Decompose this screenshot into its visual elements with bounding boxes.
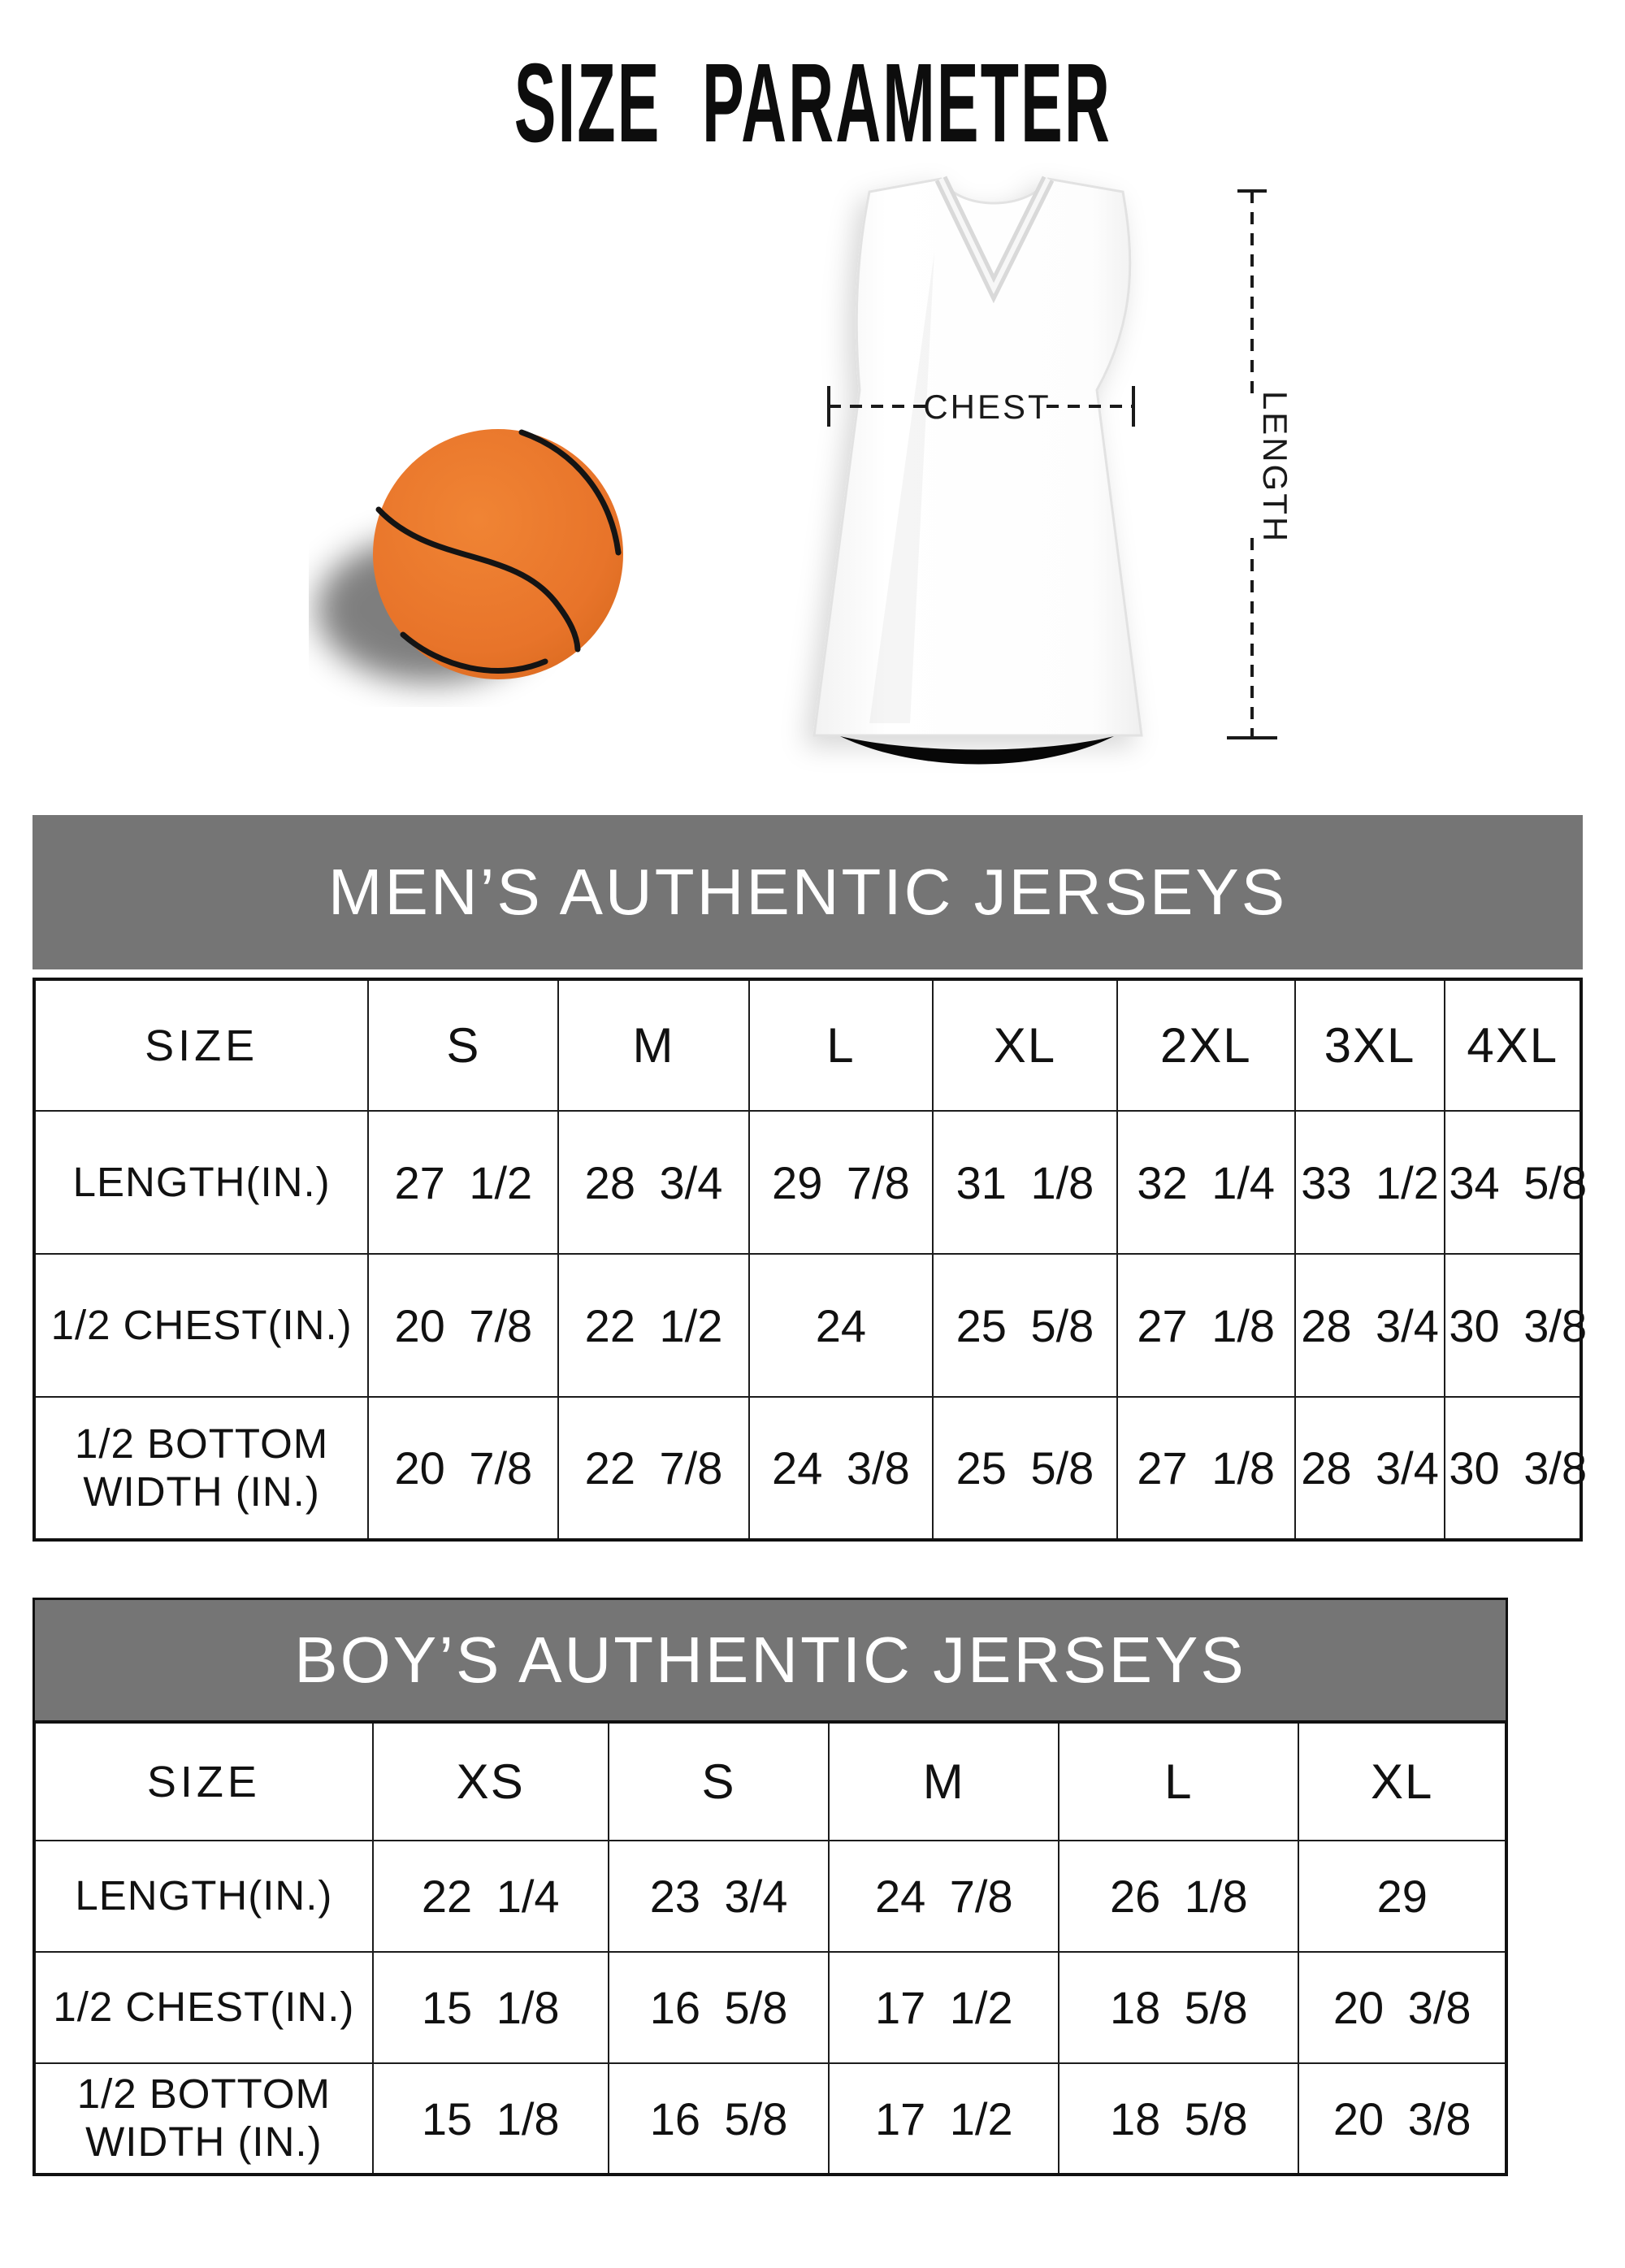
value-cell: 27 1/8: [1116, 1396, 1296, 1541]
table-row: 1/2 BOTTOM WIDTH (IN.) 20 7/8 22 7/8 24 3/8…: [32, 1396, 1587, 1541]
page-title: SIZE PARAMETER: [0, 39, 1625, 168]
row-label-cell: 1/2 BOTTOM WIDTH (IN.): [33, 2062, 374, 2175]
row-label-cell: LENGTH(IN.): [33, 1840, 374, 1953]
page-title-text: SIZE PARAMETER: [514, 41, 1112, 166]
value-cell: 20 7/8: [367, 1253, 560, 1398]
value-cell: 30 3/8: [1444, 1396, 1587, 1541]
value-cell: 18 5/8: [1058, 2062, 1300, 2175]
value-cell: 29 7/8: [748, 1110, 934, 1255]
value-cell: 28 3/4: [1294, 1253, 1446, 1398]
boys-jerseys-banner-text: BOY’S AUTHENTIC JERSEYS: [294, 1624, 1246, 1696]
size-column-header: 3XL: [1294, 978, 1446, 1112]
table-row: LENGTH(IN.) 22 1/4 23 3/4 24 7/8 26 1/8 29: [33, 1840, 1507, 1953]
value-cell: 23 3/4: [607, 1840, 830, 1953]
size-column-header: M: [557, 978, 750, 1112]
value-cell: 26 1/8: [1058, 1840, 1300, 1953]
jersey-diagram: CHEST LENGTH: [812, 176, 1294, 765]
length-dimension-line: [1227, 189, 1277, 739]
value-cell: 33 1/2: [1294, 1110, 1446, 1255]
jersey-hem-shadow: [840, 736, 1114, 765]
value-cell: 25 5/8: [932, 1396, 1118, 1541]
basketball-icon: [317, 429, 623, 683]
size-column-header: 4XL: [1444, 978, 1582, 1112]
table-row: LENGTH(IN.) 27 1/2 28 3/4 29 7/8 31 1/8 32 1/…: [32, 1110, 1587, 1255]
chest-dimension-line: [827, 386, 1135, 427]
value-cell: 27 1/2: [367, 1110, 560, 1255]
value-cell: 16 5/8: [607, 1951, 830, 2064]
value-cell: 20 3/8: [1298, 1951, 1507, 2064]
value-cell: 30 3/8: [1444, 1253, 1587, 1398]
table-row: 1/2 CHEST(IN.) 20 7/8 22 1/2 24 25 5/8 27 1/8…: [32, 1253, 1587, 1398]
table-row: 1/2 CHEST(IN.) 15 1/8 16 5/8 17 1/2 18 5/8 20…: [33, 1951, 1507, 2064]
value-cell: 22 1/2: [557, 1253, 750, 1398]
mens-jerseys-banner: MEN’S AUTHENTIC JERSEYS: [32, 815, 1583, 969]
table-row: 1/2 BOTTOM WIDTH (IN.) 15 1/8 16 5/8 17 1/2…: [33, 2062, 1507, 2175]
basketball-seams: [375, 429, 622, 674]
value-cell: 20 7/8: [367, 1396, 560, 1541]
value-cell: 22 1/4: [371, 1840, 609, 1953]
value-cell: 24 7/8: [828, 1840, 1060, 1953]
value-cell: 20 3/8: [1298, 2062, 1507, 2175]
size-column-header: M: [828, 1721, 1060, 1841]
mens-jerseys-table: SIZE S M L XL 2XL 3XL 4XL LENGTH(IN.) 27 1/2 28 3/…: [32, 978, 1587, 1542]
value-cell: 31 1/8: [932, 1110, 1118, 1255]
size-label-cell: SIZE: [32, 978, 370, 1112]
value-cell: 22 7/8: [557, 1396, 750, 1541]
row-label-cell: 1/2 CHEST(IN.): [33, 1951, 374, 2064]
size-column-header: XS: [371, 1721, 609, 1841]
value-cell: 17 1/2: [828, 2062, 1060, 2175]
size-column-header: XL: [932, 978, 1118, 1112]
chest-label: CHEST: [923, 388, 1051, 426]
value-cell: 15 1/8: [371, 2062, 609, 2175]
size-column-header: L: [748, 978, 934, 1112]
value-cell: 24: [748, 1253, 934, 1398]
size-label-cell: SIZE: [33, 1721, 374, 1841]
value-cell: 28 3/4: [557, 1110, 750, 1255]
value-cell: 24 3/8: [748, 1396, 934, 1541]
row-label-cell: 1/2 CHEST(IN.): [32, 1253, 370, 1398]
size-column-header: 2XL: [1116, 978, 1296, 1112]
value-cell: 34 5/8: [1444, 1110, 1587, 1255]
length-label: LENGTH: [1256, 391, 1294, 544]
size-column-header: S: [367, 978, 560, 1112]
basketball-body: [373, 429, 623, 679]
size-header-row: SIZE XS S M L XL: [33, 1721, 1507, 1841]
value-cell: 17 1/2: [828, 1951, 1060, 2064]
size-header-row: SIZE S M L XL 2XL 3XL 4XL: [32, 978, 1582, 1112]
size-column-header: L: [1058, 1721, 1300, 1841]
value-cell: 25 5/8: [932, 1253, 1118, 1398]
value-cell: 18 5/8: [1058, 1951, 1300, 2064]
size-column-header: S: [607, 1721, 830, 1841]
value-cell: 27 1/8: [1116, 1253, 1296, 1398]
value-cell: 15 1/8: [371, 1951, 609, 2064]
mens-jerseys-banner-text: MEN’S AUTHENTIC JERSEYS: [327, 856, 1288, 928]
jersey-icon: [812, 176, 1143, 737]
size-column-header: XL: [1298, 1721, 1507, 1841]
boys-jerseys-table: SIZE XS S M L XL LENGTH(IN.) 22 1/4 23 3/4 24 7/8…: [32, 1720, 1508, 2176]
row-label-cell: 1/2 BOTTOM WIDTH (IN.): [32, 1396, 370, 1541]
row-label-cell: LENGTH(IN.): [32, 1110, 370, 1255]
boys-jerseys-banner: BOY’S AUTHENTIC JERSEYS: [32, 1598, 1508, 1723]
value-cell: 32 1/4: [1116, 1110, 1296, 1255]
value-cell: 16 5/8: [607, 2062, 830, 2175]
value-cell: 28 3/4: [1294, 1396, 1446, 1541]
value-cell: 29: [1298, 1840, 1507, 1953]
